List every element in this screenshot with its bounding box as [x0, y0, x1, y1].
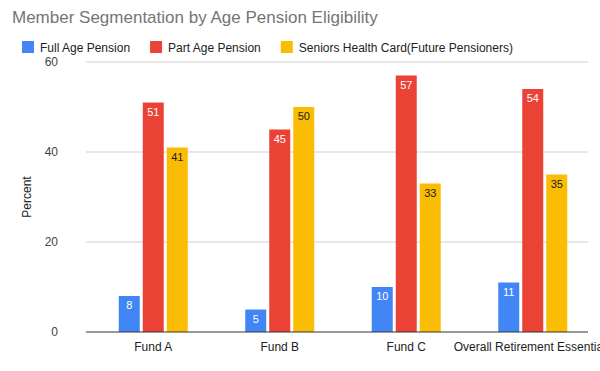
legend: Full Age Pension Part Age Pension Seniors … — [22, 41, 513, 55]
bar — [396, 76, 417, 333]
y-tick-label: 60 — [45, 55, 59, 69]
x-axis-line — [86, 332, 588, 333]
legend-label: Part Age Pension — [168, 41, 261, 55]
bar — [245, 310, 266, 333]
data-label: 35 — [551, 178, 563, 190]
bar — [293, 107, 314, 332]
bar — [522, 89, 543, 332]
data-label: 50 — [298, 110, 310, 122]
y-tick-label: 40 — [45, 145, 59, 159]
y-tick-label: 0 — [51, 325, 58, 339]
data-label: 41 — [171, 151, 183, 163]
legend-label: Full Age Pension — [40, 41, 130, 55]
bar — [546, 175, 567, 333]
legend-swatch — [22, 41, 34, 53]
bar — [269, 130, 290, 333]
data-label: 8 — [126, 299, 132, 311]
title: Member Segmentation by Age Pension Eligi… — [12, 8, 378, 27]
bar — [143, 103, 164, 333]
bar — [372, 287, 393, 332]
x-tick-label: Fund A — [134, 340, 172, 354]
chart: Member Segmentation by Age Pension Eligi… — [0, 0, 600, 371]
x-tick-label: Fund C — [387, 340, 427, 354]
data-label: 10 — [376, 290, 388, 302]
legend-label: Seniors Health Card(Future Pensioners) — [299, 41, 513, 55]
data-labels: 8 51 41 5 45 50 10 57 33 11 54 35 — [126, 79, 563, 325]
bar — [420, 184, 441, 333]
data-label: 11 — [503, 286, 514, 298]
bar — [498, 283, 519, 333]
bar — [167, 148, 188, 333]
data-label: 51 — [147, 106, 159, 118]
x-tick-label: Overall Retirement Essentials — [454, 340, 600, 354]
y-axis-label: Percent — [20, 176, 34, 218]
data-label: 54 — [527, 92, 539, 104]
bars — [119, 76, 568, 333]
grid-line — [86, 62, 588, 63]
data-label: 57 — [400, 79, 412, 91]
legend-swatch — [150, 41, 162, 53]
data-label: 5 — [253, 313, 259, 325]
bar — [119, 296, 140, 332]
data-label: 33 — [424, 187, 436, 199]
data-label: 45 — [274, 133, 286, 145]
y-tick-label: 20 — [45, 235, 59, 249]
legend-swatch — [281, 41, 293, 53]
x-tick-label: Fund B — [260, 340, 299, 354]
